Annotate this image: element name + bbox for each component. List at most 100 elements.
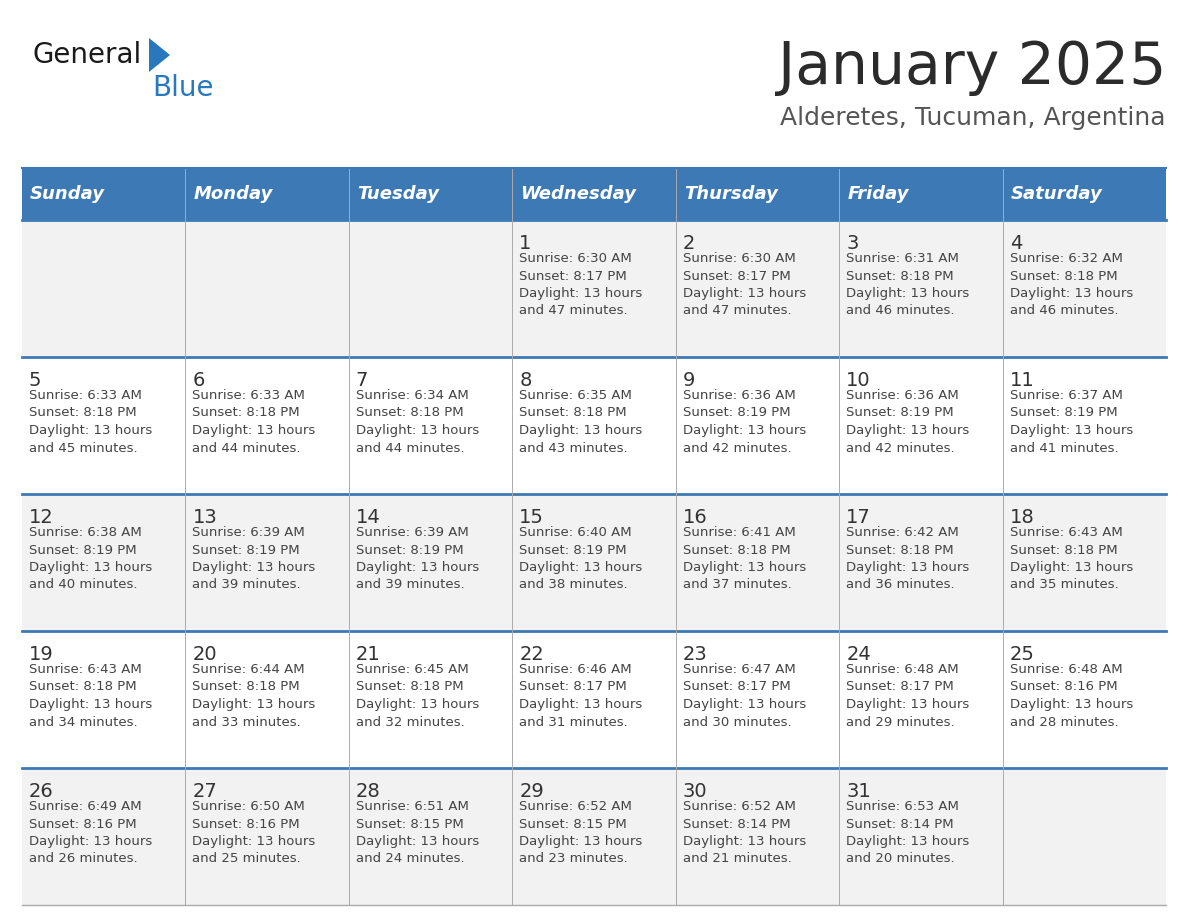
Text: Sunset: 8:19 PM: Sunset: 8:19 PM	[683, 407, 790, 420]
Text: Sunset: 8:15 PM: Sunset: 8:15 PM	[519, 818, 627, 831]
Text: 1: 1	[519, 234, 532, 253]
Polygon shape	[148, 38, 170, 72]
Text: 9: 9	[683, 371, 695, 390]
Text: Sunset: 8:17 PM: Sunset: 8:17 PM	[519, 270, 627, 283]
Text: Sunrise: 6:35 AM: Sunrise: 6:35 AM	[519, 389, 632, 402]
Text: Sunset: 8:18 PM: Sunset: 8:18 PM	[192, 407, 301, 420]
Text: Sunset: 8:19 PM: Sunset: 8:19 PM	[192, 543, 301, 556]
Text: Sunrise: 6:48 AM: Sunrise: 6:48 AM	[846, 663, 959, 676]
Text: Saturday: Saturday	[1011, 185, 1102, 203]
Text: Sunset: 8:18 PM: Sunset: 8:18 PM	[29, 407, 137, 420]
Text: Sunrise: 6:39 AM: Sunrise: 6:39 AM	[192, 526, 305, 539]
Text: Sunset: 8:18 PM: Sunset: 8:18 PM	[683, 543, 790, 556]
Text: and 31 minutes.: and 31 minutes.	[519, 715, 628, 729]
Text: Sunset: 8:18 PM: Sunset: 8:18 PM	[29, 680, 137, 693]
Text: Daylight: 13 hours: Daylight: 13 hours	[683, 561, 805, 574]
Text: Daylight: 13 hours: Daylight: 13 hours	[29, 424, 152, 437]
Text: Daylight: 13 hours: Daylight: 13 hours	[683, 835, 805, 848]
Text: Sunset: 8:19 PM: Sunset: 8:19 PM	[519, 543, 627, 556]
Text: 11: 11	[1010, 371, 1035, 390]
Text: Sunset: 8:18 PM: Sunset: 8:18 PM	[846, 270, 954, 283]
Text: Sunday: Sunday	[30, 185, 106, 203]
Text: and 36 minutes.: and 36 minutes.	[846, 578, 955, 591]
Text: Sunrise: 6:44 AM: Sunrise: 6:44 AM	[192, 663, 305, 676]
Text: 17: 17	[846, 508, 871, 527]
Text: Sunrise: 6:34 AM: Sunrise: 6:34 AM	[356, 389, 468, 402]
Text: and 43 minutes.: and 43 minutes.	[519, 442, 628, 454]
Text: and 46 minutes.: and 46 minutes.	[1010, 305, 1118, 318]
Text: and 44 minutes.: and 44 minutes.	[356, 442, 465, 454]
Text: Sunrise: 6:47 AM: Sunrise: 6:47 AM	[683, 663, 796, 676]
Text: Daylight: 13 hours: Daylight: 13 hours	[192, 698, 316, 711]
Text: Sunrise: 6:32 AM: Sunrise: 6:32 AM	[1010, 252, 1123, 265]
Text: Friday: Friday	[847, 185, 909, 203]
FancyBboxPatch shape	[23, 168, 185, 220]
Text: 31: 31	[846, 782, 871, 801]
Text: 20: 20	[192, 645, 217, 664]
Text: 2: 2	[683, 234, 695, 253]
Text: Sunset: 8:17 PM: Sunset: 8:17 PM	[519, 680, 627, 693]
Text: 7: 7	[356, 371, 368, 390]
Text: Sunrise: 6:33 AM: Sunrise: 6:33 AM	[29, 389, 141, 402]
Text: Daylight: 13 hours: Daylight: 13 hours	[846, 424, 969, 437]
Text: and 30 minutes.: and 30 minutes.	[683, 715, 791, 729]
Text: and 21 minutes.: and 21 minutes.	[683, 853, 791, 866]
FancyBboxPatch shape	[23, 357, 1165, 494]
Text: 24: 24	[846, 645, 871, 664]
Text: Daylight: 13 hours: Daylight: 13 hours	[1010, 698, 1133, 711]
Text: 23: 23	[683, 645, 708, 664]
Text: and 42 minutes.: and 42 minutes.	[846, 442, 955, 454]
Text: Sunrise: 6:45 AM: Sunrise: 6:45 AM	[356, 663, 468, 676]
Text: Daylight: 13 hours: Daylight: 13 hours	[356, 424, 479, 437]
Text: and 20 minutes.: and 20 minutes.	[846, 853, 955, 866]
Text: 22: 22	[519, 645, 544, 664]
Text: and 45 minutes.: and 45 minutes.	[29, 442, 138, 454]
FancyBboxPatch shape	[23, 768, 1165, 905]
Text: 3: 3	[846, 234, 859, 253]
FancyBboxPatch shape	[23, 494, 1165, 631]
Text: Sunset: 8:18 PM: Sunset: 8:18 PM	[356, 680, 463, 693]
Text: Sunset: 8:17 PM: Sunset: 8:17 PM	[683, 270, 790, 283]
Text: Daylight: 13 hours: Daylight: 13 hours	[1010, 287, 1133, 300]
Text: General: General	[32, 41, 141, 69]
Text: Sunrise: 6:42 AM: Sunrise: 6:42 AM	[846, 526, 959, 539]
Text: 30: 30	[683, 782, 707, 801]
Text: 28: 28	[356, 782, 380, 801]
Text: and 39 minutes.: and 39 minutes.	[356, 578, 465, 591]
Text: Sunrise: 6:50 AM: Sunrise: 6:50 AM	[192, 800, 305, 813]
Text: Daylight: 13 hours: Daylight: 13 hours	[192, 561, 316, 574]
Text: 29: 29	[519, 782, 544, 801]
Text: 26: 26	[29, 782, 53, 801]
Text: and 28 minutes.: and 28 minutes.	[1010, 715, 1118, 729]
Text: Sunrise: 6:51 AM: Sunrise: 6:51 AM	[356, 800, 469, 813]
Text: Sunrise: 6:48 AM: Sunrise: 6:48 AM	[1010, 663, 1123, 676]
Text: Sunset: 8:19 PM: Sunset: 8:19 PM	[846, 407, 954, 420]
Text: 27: 27	[192, 782, 217, 801]
Text: and 24 minutes.: and 24 minutes.	[356, 853, 465, 866]
FancyBboxPatch shape	[23, 631, 1165, 768]
Text: Daylight: 13 hours: Daylight: 13 hours	[683, 698, 805, 711]
Text: Blue: Blue	[152, 74, 214, 102]
Text: and 40 minutes.: and 40 minutes.	[29, 578, 138, 591]
Text: Sunrise: 6:36 AM: Sunrise: 6:36 AM	[846, 389, 959, 402]
Text: and 41 minutes.: and 41 minutes.	[1010, 442, 1118, 454]
Text: 18: 18	[1010, 508, 1035, 527]
Text: Wednesday: Wednesday	[520, 185, 637, 203]
FancyBboxPatch shape	[839, 168, 1003, 220]
Text: and 46 minutes.: and 46 minutes.	[846, 305, 955, 318]
Text: Sunset: 8:19 PM: Sunset: 8:19 PM	[356, 543, 463, 556]
FancyBboxPatch shape	[23, 220, 1165, 357]
Text: 21: 21	[356, 645, 380, 664]
Text: Sunrise: 6:43 AM: Sunrise: 6:43 AM	[1010, 526, 1123, 539]
Text: January 2025: January 2025	[778, 39, 1165, 96]
Text: 15: 15	[519, 508, 544, 527]
Text: and 25 minutes.: and 25 minutes.	[192, 853, 302, 866]
Text: Sunset: 8:14 PM: Sunset: 8:14 PM	[683, 818, 790, 831]
Text: Sunrise: 6:33 AM: Sunrise: 6:33 AM	[192, 389, 305, 402]
FancyBboxPatch shape	[676, 168, 839, 220]
Text: Sunrise: 6:40 AM: Sunrise: 6:40 AM	[519, 526, 632, 539]
Text: Sunrise: 6:46 AM: Sunrise: 6:46 AM	[519, 663, 632, 676]
Text: 5: 5	[29, 371, 42, 390]
Text: 16: 16	[683, 508, 708, 527]
Text: Sunrise: 6:49 AM: Sunrise: 6:49 AM	[29, 800, 141, 813]
